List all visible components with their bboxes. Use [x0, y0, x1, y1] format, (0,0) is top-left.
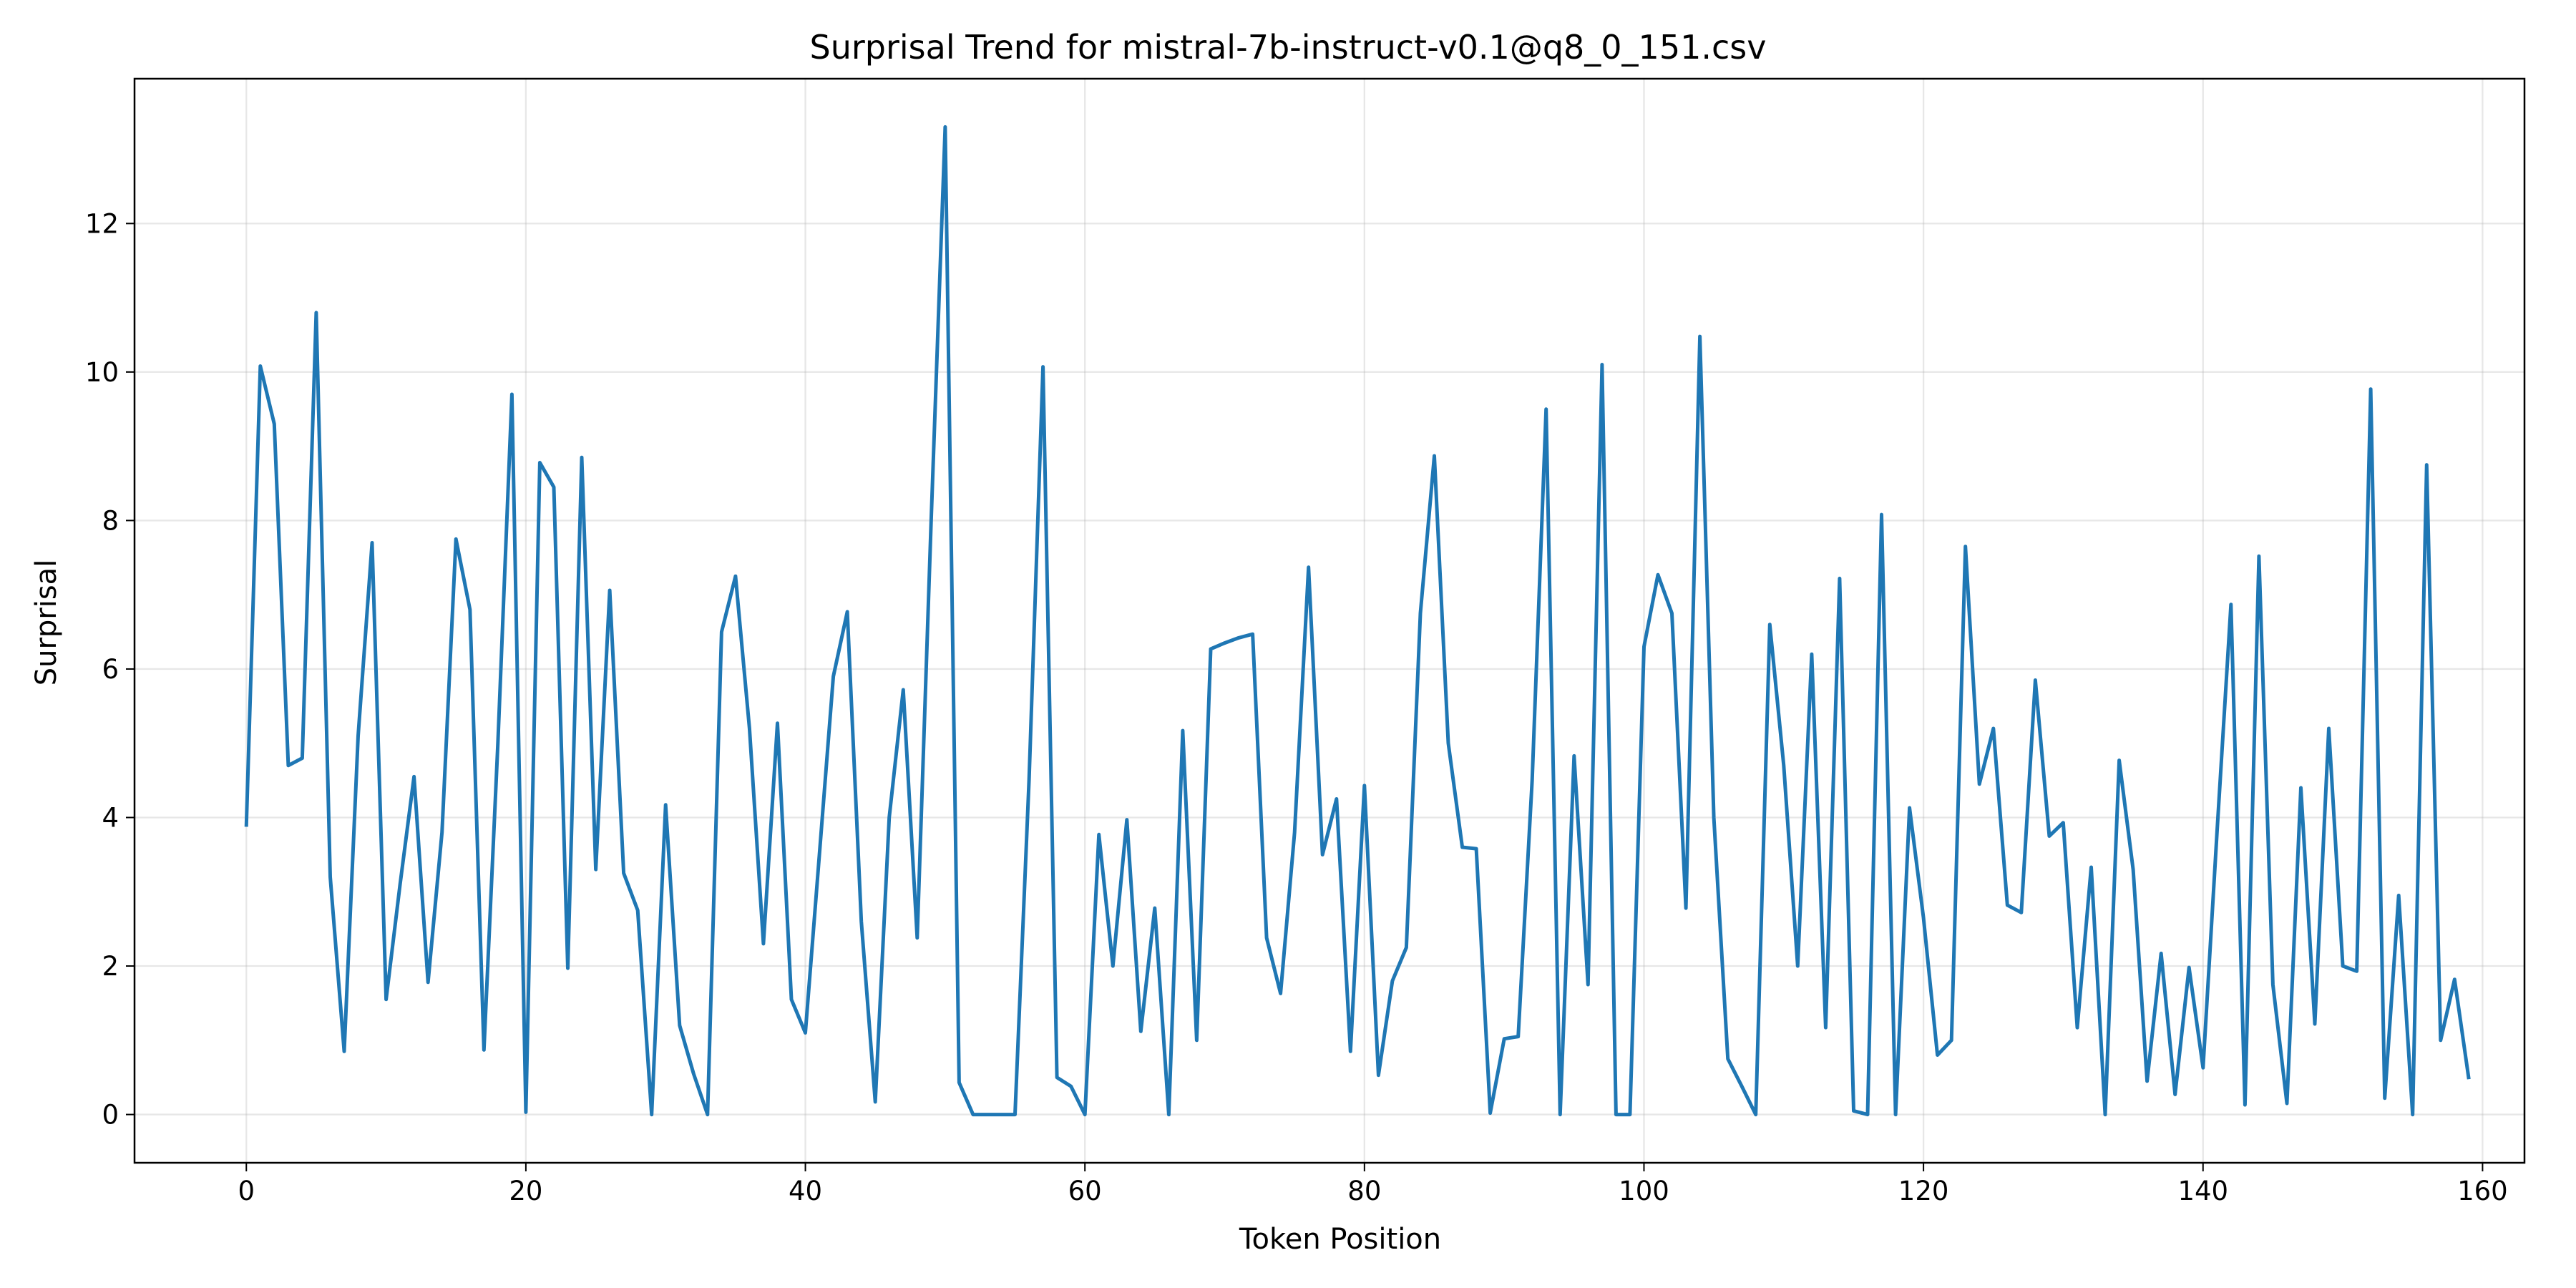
y-tick-label: 6 — [102, 654, 119, 685]
x-tick-label: 120 — [1898, 1176, 1949, 1206]
x-tick-label: 40 — [789, 1176, 822, 1206]
x-tick-label: 20 — [509, 1176, 542, 1206]
x-tick-label: 0 — [238, 1176, 255, 1206]
y-tick-label: 4 — [102, 802, 119, 833]
plot-frame — [133, 77, 2526, 1164]
x-axis-label: Token Position — [1239, 1223, 1441, 1256]
chart-title: Surprisal Trend for mistral-7b-instruct-… — [810, 28, 1767, 67]
x-tick-label: 100 — [1619, 1176, 1669, 1206]
y-tick-label: 2 — [102, 951, 119, 982]
series-line — [244, 125, 2471, 1117]
y-tick-label: 8 — [102, 505, 119, 536]
y-tick-label: 0 — [102, 1100, 119, 1131]
y-tick-label: 10 — [85, 357, 119, 388]
y-axis-label: Surprisal — [30, 560, 63, 686]
y-tick-label: 12 — [85, 208, 119, 239]
series-layer — [244, 125, 2471, 1117]
x-tick-label: 140 — [2177, 1176, 2228, 1206]
x-tick-label: 80 — [1347, 1176, 1381, 1206]
x-tick-label: 60 — [1068, 1176, 1102, 1206]
x-tick-label: 160 — [2457, 1176, 2508, 1206]
axis-ticks: 0 20 40 60 80 100 120 140 160 0 2 4 6 8 10 12 — [85, 208, 2508, 1206]
